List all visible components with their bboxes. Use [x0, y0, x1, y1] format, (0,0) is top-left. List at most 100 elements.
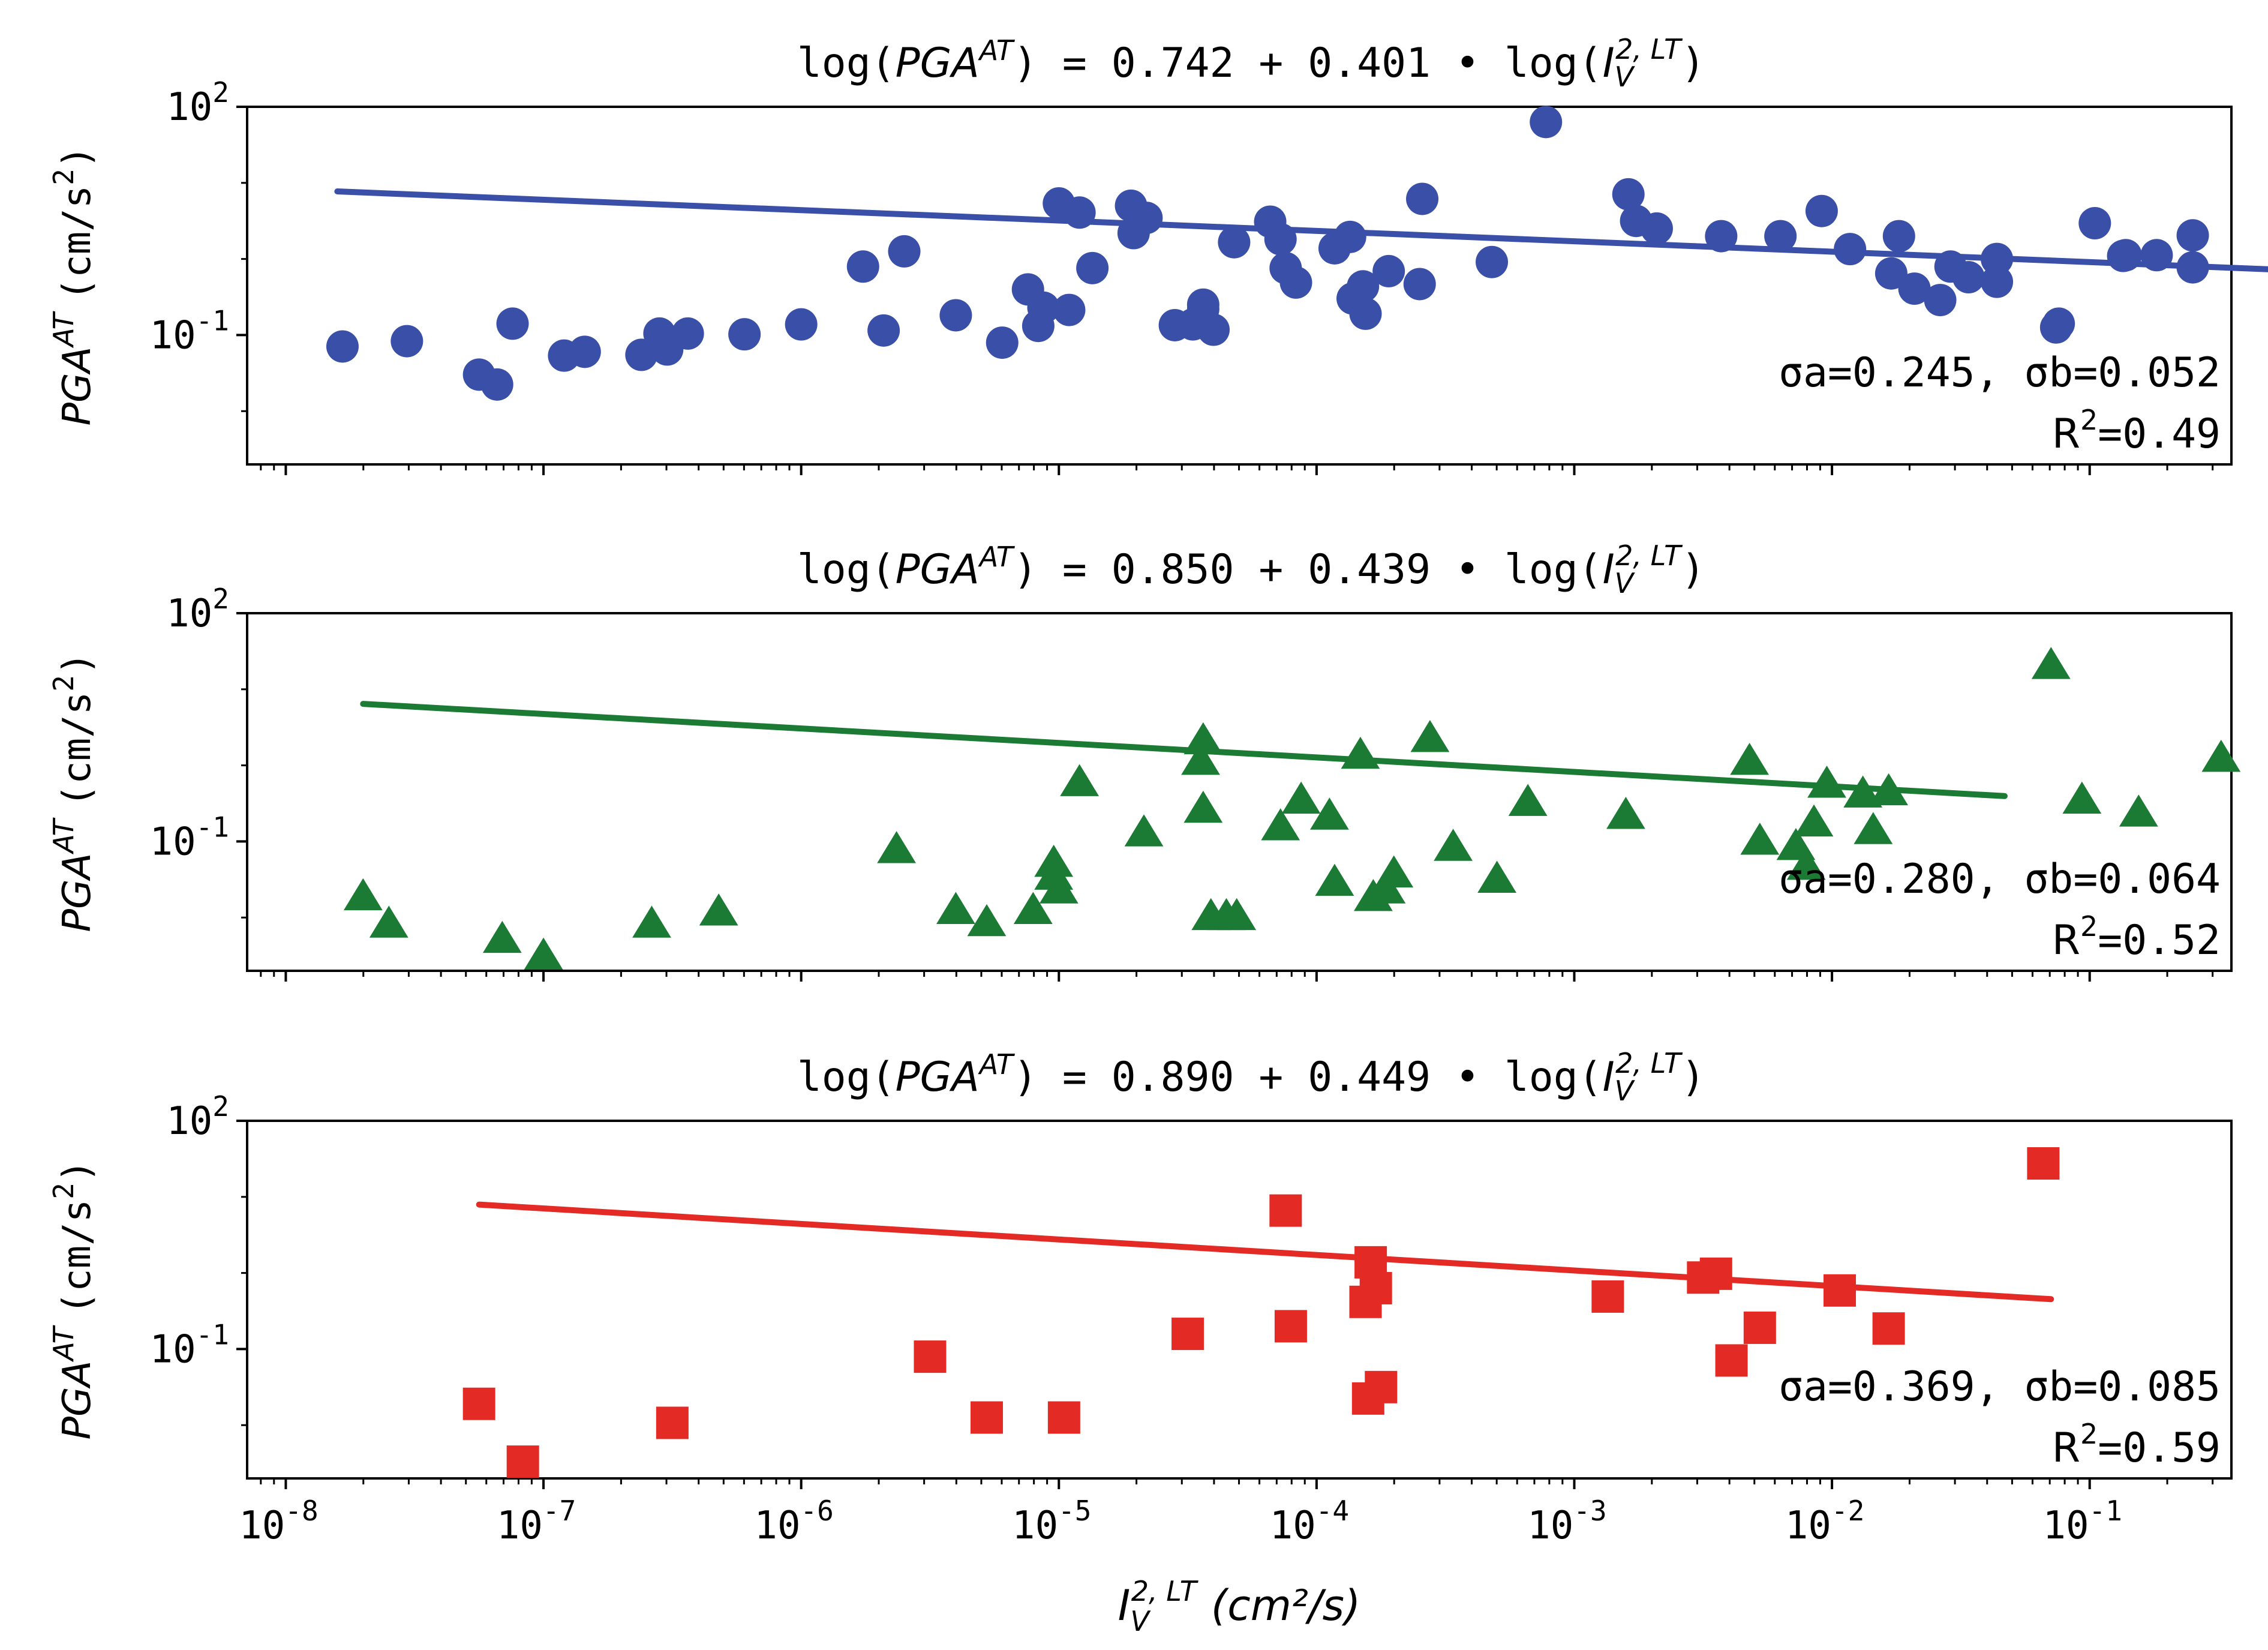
data-point — [1034, 845, 1073, 877]
r2-annotation: R2=0.52 — [2052, 910, 2221, 964]
data-point — [2177, 251, 2209, 284]
data-point — [1806, 195, 1838, 227]
text-part: V — [1615, 61, 1636, 93]
text-part: AT — [978, 1048, 1016, 1081]
data-point — [2119, 794, 2158, 826]
text-part: (cm/s — [55, 692, 100, 808]
text-part: AT — [47, 1324, 80, 1362]
data-point — [2078, 207, 2111, 239]
text-part: 10 — [166, 592, 212, 636]
data-point — [1477, 861, 1516, 893]
data-point — [1060, 764, 1099, 796]
text-part: 2 — [212, 583, 229, 615]
data-point — [888, 235, 921, 268]
data-point — [496, 307, 528, 340]
data-point — [1764, 220, 1797, 253]
data-point — [968, 904, 1007, 936]
text-part: (cm/s — [55, 1199, 100, 1315]
panel-title: log(PGAAT) = 0.890 + 0.449 • log(IV2, LT… — [797, 1047, 1705, 1107]
y-axis-label: PGAAT (cm/s2) — [47, 652, 100, 932]
text-part: 2 — [212, 1090, 229, 1123]
plot-frame — [247, 1121, 2231, 1478]
data-point — [1716, 1344, 1748, 1376]
text-part: 10 — [1012, 1504, 1058, 1548]
data-point — [483, 921, 522, 953]
text-part: 10 — [166, 1099, 212, 1144]
data-point — [2110, 239, 2142, 271]
sigma-annotation: σa=0.280, σb=0.064 — [1779, 856, 2221, 903]
data-point — [1218, 226, 1250, 259]
text-part: (cm/s — [55, 185, 100, 301]
text-part: ) — [55, 652, 100, 675]
panel-2: log(PGAAT) = 0.850 + 0.439 • log(IV2, LT… — [47, 539, 2268, 982]
data-point — [1795, 805, 1834, 836]
text-part: PGA — [55, 347, 100, 426]
data-point — [1952, 261, 1985, 293]
x-tick-label: 10-4 — [1270, 1495, 1349, 1548]
text-part: 10 — [239, 1504, 285, 1548]
data-point — [1740, 823, 1779, 854]
text-part: log( — [797, 546, 896, 593]
data-point — [1591, 1280, 1624, 1313]
data-point — [1824, 1274, 1856, 1307]
panel-3: log(PGAAT) = 0.890 + 0.449 • log(IV2, LT… — [47, 1047, 2231, 1548]
data-point — [1744, 1312, 1776, 1344]
text-part: 2, LT — [1615, 33, 1683, 65]
data-point — [1171, 1318, 1204, 1350]
x-tick-label: 10-6 — [754, 1495, 833, 1548]
text-part: R — [2052, 410, 2080, 458]
data-point — [656, 1406, 689, 1439]
data-point — [1183, 791, 1222, 823]
data-point — [728, 318, 761, 350]
panel-title: log(PGAAT) = 0.850 + 0.439 • log(IV2, LT… — [797, 539, 1705, 599]
text-part: AT — [47, 817, 80, 854]
data-point — [1053, 294, 1085, 326]
text-part: 2 — [212, 76, 229, 109]
regression-line — [479, 1205, 2051, 1300]
y-axis-label: PGAAT (cm/s2) — [47, 145, 100, 425]
y-tick-label: 10-1 — [150, 1318, 229, 1372]
text-part: ) — [1681, 1054, 1705, 1101]
data-point — [1048, 1402, 1080, 1434]
x-tick-label: 10-2 — [1785, 1495, 1864, 1548]
data-point — [370, 905, 408, 937]
text-part: 10 — [166, 85, 212, 130]
data-point — [1334, 221, 1366, 253]
data-point — [672, 317, 704, 350]
text-part: 2 — [47, 169, 80, 185]
text-part: =0.52 — [2098, 917, 2221, 964]
data-point — [986, 326, 1019, 359]
data-point — [971, 1402, 1003, 1434]
text-part: 2, LT — [1615, 539, 1683, 572]
text-part: ) — [55, 145, 100, 169]
data-point — [1883, 220, 1915, 253]
text-part: 2 — [2080, 404, 2098, 436]
text-part: ) — [1681, 546, 1705, 593]
data-point — [939, 299, 972, 331]
text-part: R — [2052, 917, 2080, 964]
data-point — [1282, 782, 1321, 814]
data-point — [2027, 1147, 2059, 1180]
data-point — [1360, 1272, 1392, 1304]
text-part: -7 — [543, 1495, 576, 1527]
text-part: -6 — [800, 1495, 833, 1527]
data-point — [1924, 284, 1957, 316]
text-part: ) = 0.890 + 0.449 • log( — [1013, 1054, 1603, 1101]
text-part: V — [1130, 1605, 1151, 1637]
data-point — [1372, 255, 1405, 287]
text-part: PGA — [896, 40, 980, 87]
text-part: -1 — [2089, 1495, 2122, 1527]
text-part: I — [1118, 1581, 1131, 1630]
data-point — [2177, 219, 2209, 251]
data-point — [2201, 740, 2240, 772]
text-part: ) — [1681, 40, 1705, 87]
data-point — [1404, 268, 1436, 300]
data-point — [1981, 266, 2013, 298]
x-axis-label: IV2, LT (cm²/s) — [1118, 1575, 1361, 1637]
data-point — [1197, 314, 1230, 346]
data-point — [1350, 298, 1382, 330]
text-part: I — [1603, 40, 1615, 87]
text-part: AT — [978, 34, 1016, 67]
text-part: -1 — [196, 304, 229, 337]
data-point — [1264, 223, 1297, 256]
